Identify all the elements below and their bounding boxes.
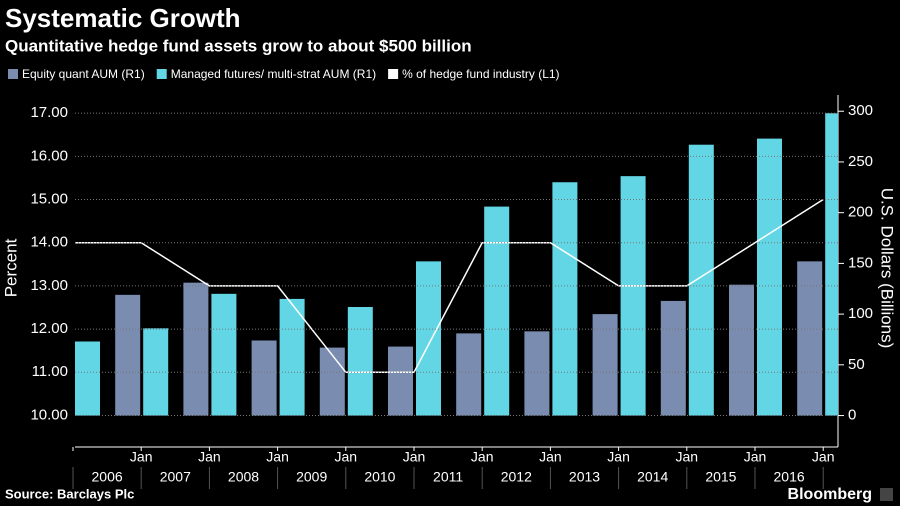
x-tick-label: Jan (266, 449, 289, 465)
bar (347, 307, 373, 416)
legend-label: % of hedge fund industry (L1) (402, 67, 559, 81)
bar (484, 206, 510, 416)
year-label: 2016 (774, 469, 805, 485)
y2-axis-label: U.S. Dollars (Billions) (878, 188, 897, 349)
bar (143, 328, 169, 416)
y2-tick-label: 200 (848, 204, 873, 221)
legend-label: Equity quant AUM (R1) (22, 67, 145, 81)
y-tick-label: 10.00 (30, 406, 68, 423)
chart-title: Systematic Growth (5, 3, 241, 33)
y2-tick-label: 50 (848, 356, 865, 373)
bar (456, 333, 482, 416)
bar (75, 341, 100, 416)
legend-swatch (156, 69, 167, 79)
year-label: 2010 (364, 469, 395, 485)
x-tick-label: Jan (607, 449, 630, 465)
legend-swatch (388, 69, 399, 79)
y-tick-label: 16.00 (30, 147, 68, 164)
y2-tick-label: 150 (848, 254, 873, 271)
y2-tick-label: 0 (848, 407, 856, 424)
bar (388, 346, 413, 416)
x-tick-label: Jan (130, 449, 153, 465)
x-tick-label: Jan (198, 449, 221, 465)
year-label: 2009 (296, 469, 327, 485)
y-tick-label: 12.00 (30, 320, 68, 337)
bar (416, 261, 441, 416)
bar (251, 340, 277, 416)
bar (620, 176, 646, 416)
y-tick-label: 14.00 (30, 234, 68, 251)
bar (688, 144, 714, 416)
year-label: 2008 (228, 469, 259, 485)
bar (660, 300, 686, 416)
x-tick-label: Jan (403, 449, 426, 465)
y-axis-label: Percent (1, 238, 20, 297)
x-tick-label: Jan (539, 449, 562, 465)
bar (279, 298, 305, 416)
bar (592, 314, 618, 416)
y-tick-label: 17.00 (30, 104, 68, 121)
bar (319, 347, 345, 416)
bar (524, 331, 550, 416)
x-tick-label: Jan (335, 449, 358, 465)
year-label: 2015 (705, 469, 736, 485)
legend-swatch (8, 69, 18, 79)
bar (211, 293, 237, 416)
brand: Bloomberg (788, 486, 872, 503)
bar (729, 284, 754, 416)
year-label: 2006 (92, 469, 123, 485)
year-label: 2011 (433, 469, 463, 485)
line (75, 198, 824, 374)
bar (757, 138, 782, 416)
bar (115, 294, 141, 416)
plot-area (75, 113, 838, 416)
y-tick-label: 11.00 (32, 363, 68, 380)
year-label: 2012 (501, 469, 532, 485)
bar (183, 282, 209, 416)
y-tick-label: 13.00 (30, 277, 68, 294)
year-label: 2014 (637, 469, 668, 485)
x-tick-label: Jan (744, 449, 767, 465)
bar (797, 261, 823, 416)
y2-tick-label: 100 (848, 305, 873, 322)
legend-label: Managed futures/ multi-strat AUM (R1) (171, 67, 376, 81)
x-tick-label: Jan (676, 449, 699, 465)
brand-icon (880, 488, 893, 501)
y2-tick-label: 300 (848, 102, 873, 119)
bar (825, 113, 838, 416)
y2-tick-label: 250 (848, 153, 873, 170)
x-tick-label: Jan (812, 449, 835, 465)
year-label: 2007 (160, 469, 191, 485)
chart-subtitle: Quantitative hedge fund assets grow to a… (5, 36, 472, 55)
year-label: 2013 (569, 469, 600, 485)
y-tick-label: 15.00 (30, 190, 68, 207)
bar (552, 182, 578, 416)
x-tick-label: Jan (471, 449, 494, 465)
source: Source: Barclays Plc (5, 486, 134, 501)
